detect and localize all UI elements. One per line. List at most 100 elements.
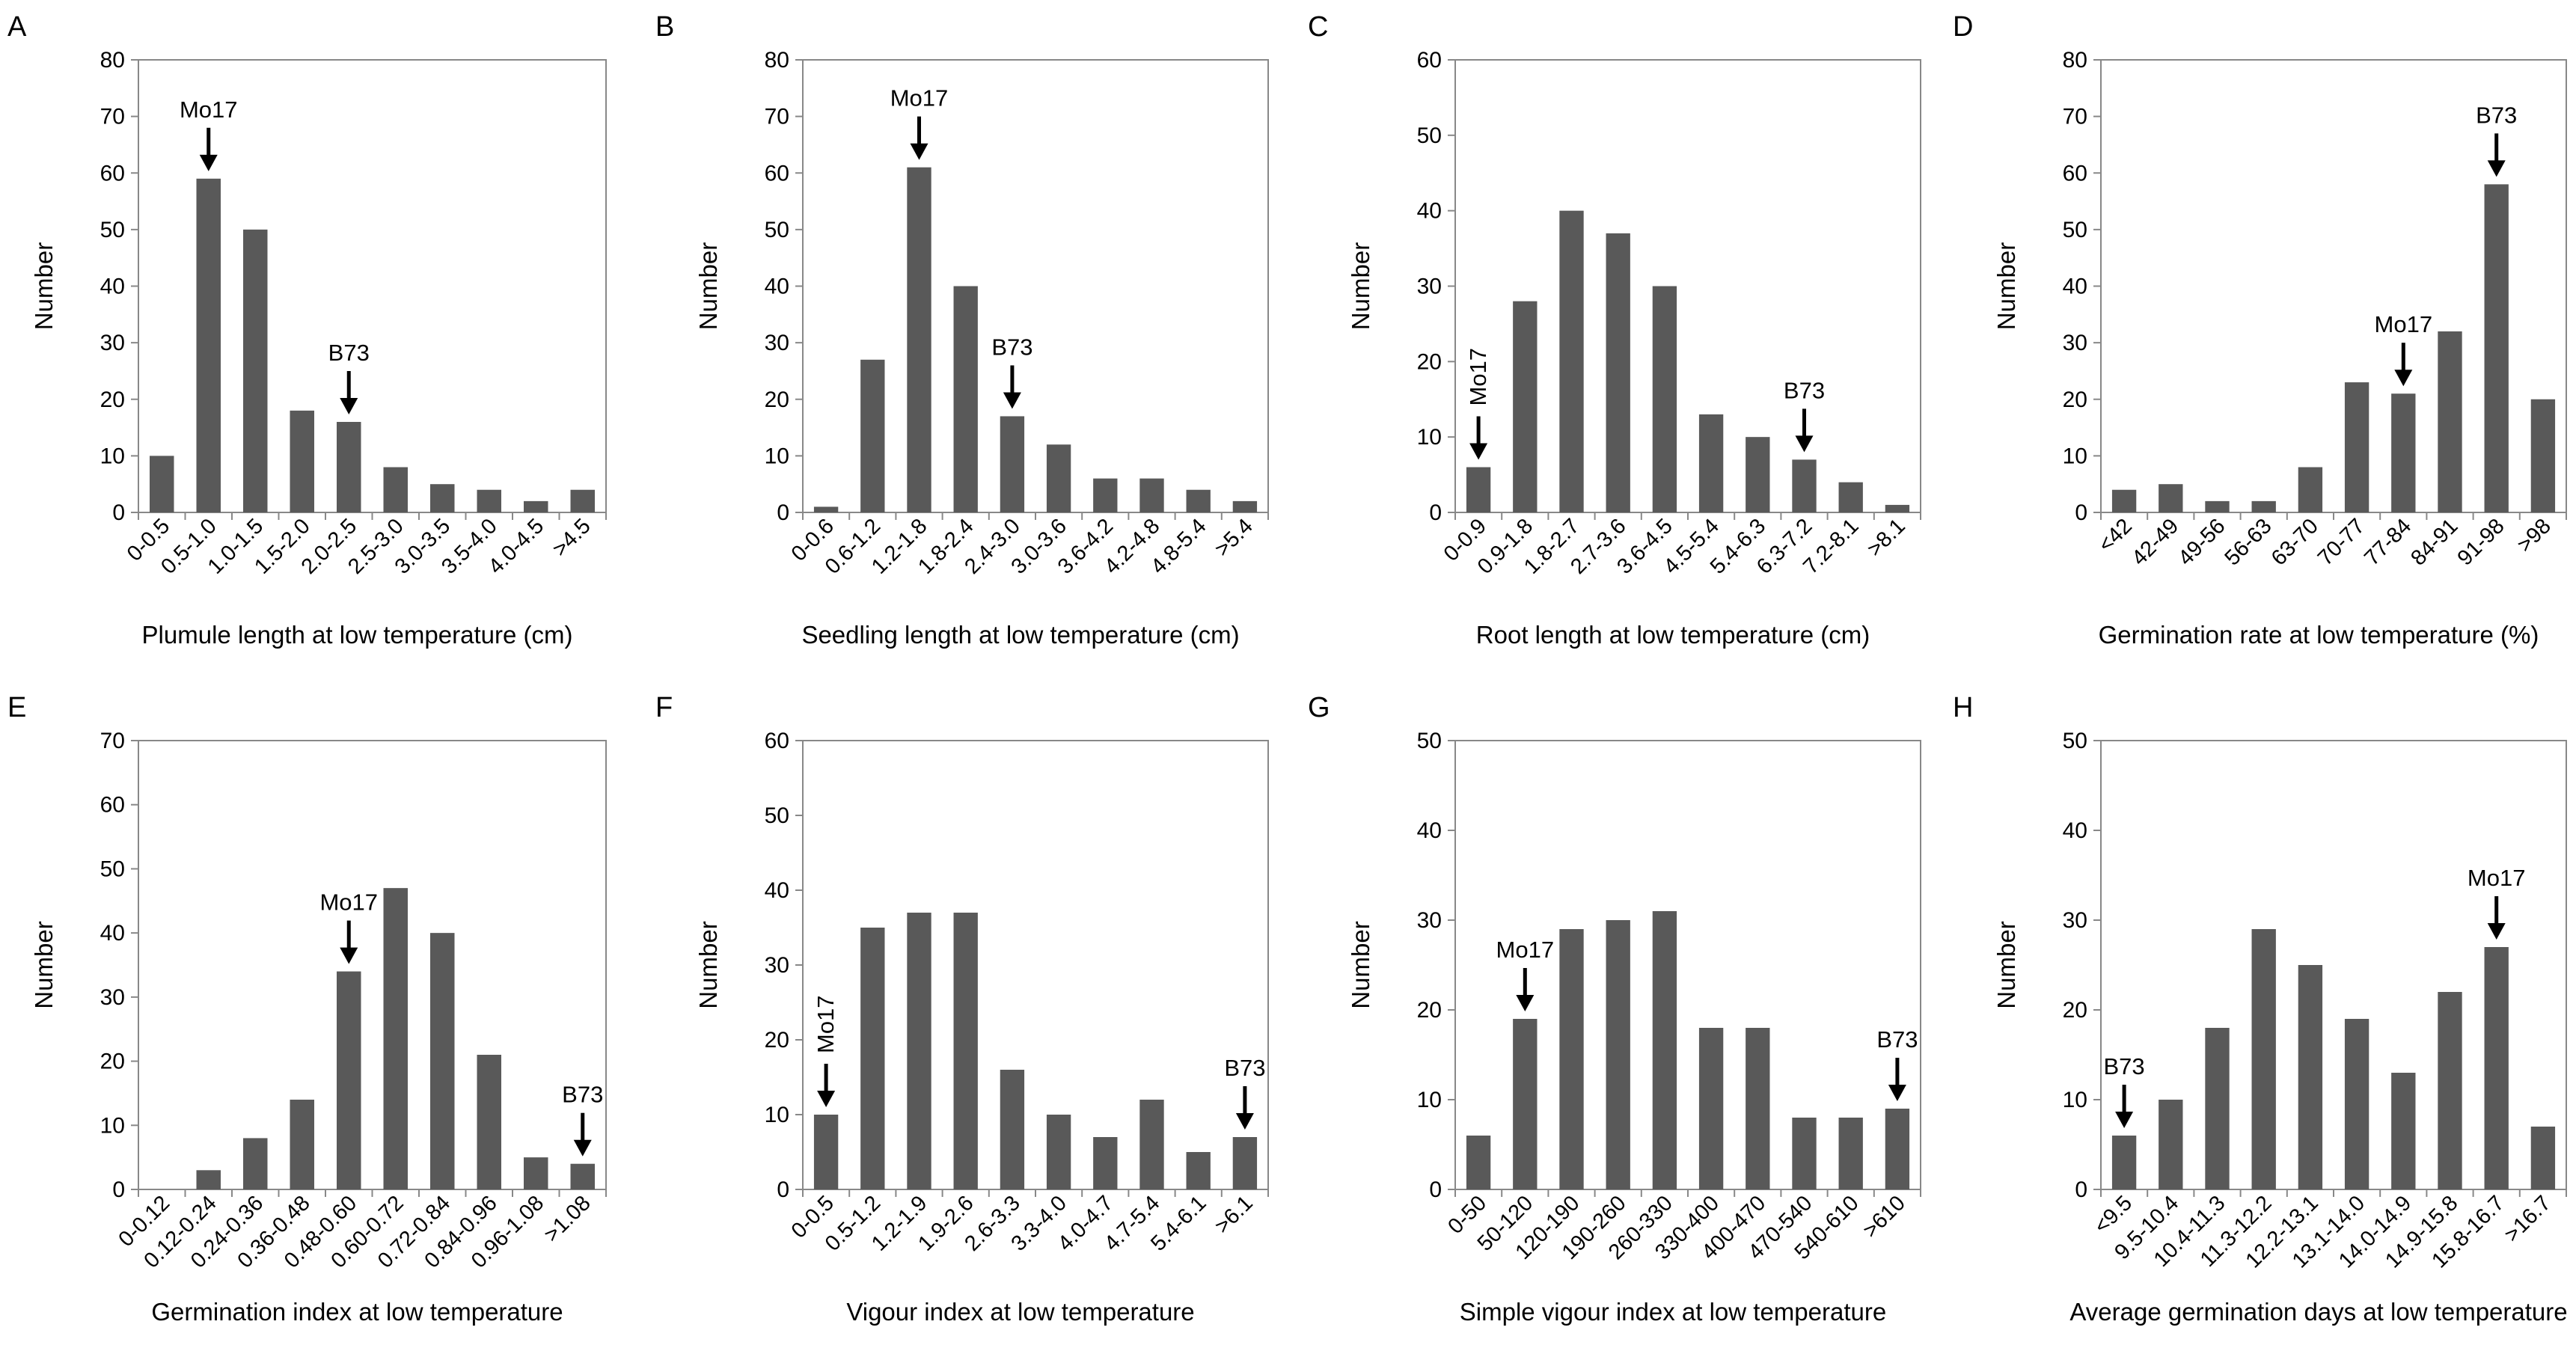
- down-arrow-icon: [340, 947, 358, 964]
- y-tick-label: 50: [2063, 218, 2087, 242]
- bar: [2298, 467, 2323, 512]
- bar: [1046, 444, 1071, 512]
- y-tick-label: 30: [2063, 908, 2087, 933]
- bar: [243, 1138, 268, 1189]
- bar: [150, 456, 174, 512]
- y-tick-label: 50: [765, 218, 789, 242]
- y-tick-label: 60: [100, 793, 125, 818]
- bar: [383, 888, 408, 1189]
- bar: [196, 178, 221, 512]
- y-tick-label: 40: [765, 878, 789, 903]
- x-tick-label: >1.08: [539, 1191, 596, 1247]
- y-tick-label: 70: [100, 105, 125, 129]
- chart-panel-c: C0102030405060Number0-0.90.9-1.81.8-2.72…: [1308, 11, 1921, 649]
- bar: [1046, 1115, 1071, 1189]
- bar: [1885, 1109, 1910, 1189]
- annotation-label: B73: [991, 334, 1032, 360]
- annotation-label: B73: [2476, 102, 2517, 128]
- chart-panel-b: B01020304050607080Number0-0.60.6-1.21.2-…: [655, 11, 1269, 649]
- bar: [196, 1170, 221, 1189]
- bar: [1186, 1152, 1211, 1189]
- y-axis-label: Number: [1992, 242, 2020, 330]
- x-axis-label: Simple vigour index at low temperature: [1460, 1298, 1886, 1326]
- panel-letter: F: [655, 692, 673, 723]
- bar: [2159, 484, 2183, 512]
- bar: [1093, 478, 1118, 512]
- bar: [1746, 437, 1770, 512]
- y-tick-label: 0: [112, 500, 125, 525]
- panel-letter: A: [7, 11, 27, 43]
- bar: [1559, 210, 1584, 512]
- y-axis-label: Number: [694, 921, 722, 1008]
- annotation-label: Mo17: [813, 995, 839, 1053]
- bar: [1186, 489, 1211, 512]
- x-tick-label: >6.1: [1211, 1191, 1258, 1238]
- x-axis-label: Germination index at low temperature: [151, 1298, 563, 1326]
- bar: [337, 971, 361, 1189]
- down-arrow-icon: [2394, 370, 2413, 387]
- y-tick-label: 10: [2063, 444, 2087, 468]
- y-axis-label: Number: [1347, 921, 1374, 1008]
- bar: [1652, 286, 1677, 512]
- bar: [477, 1055, 501, 1189]
- bar: [477, 489, 501, 512]
- x-tick-label: 70-77: [2313, 514, 2370, 570]
- panel-letter: E: [7, 692, 26, 723]
- bar: [570, 489, 595, 512]
- bar: [813, 506, 839, 512]
- bar: [1838, 1118, 1863, 1189]
- y-tick-label: 0: [2075, 500, 2087, 525]
- panel-letter: C: [1308, 11, 1328, 43]
- down-arrow-icon: [817, 1091, 836, 1107]
- y-tick-label: 20: [1417, 349, 1442, 374]
- y-tick-label: 10: [1417, 1088, 1442, 1112]
- y-tick-label: 0: [777, 1177, 789, 1202]
- y-axis-label: Number: [1992, 921, 2020, 1008]
- y-tick-label: 0: [1429, 500, 1442, 525]
- bar: [813, 1115, 839, 1189]
- x-axis-label: Seedling length at low temperature (cm): [801, 621, 1239, 649]
- y-tick-label: 10: [1417, 425, 1442, 450]
- annotation-label: Mo17: [1465, 348, 1491, 406]
- annotation-label: Mo17: [180, 97, 238, 123]
- bar: [383, 467, 408, 512]
- bar: [1232, 500, 1258, 512]
- panel-letter: D: [1953, 11, 1973, 43]
- y-tick-label: 20: [765, 388, 789, 412]
- chart-panel-d: D01020304050607080Number<4242-4949-5656-…: [1953, 11, 2567, 649]
- bar: [2344, 382, 2370, 512]
- annotation-label: Mo17: [1496, 937, 1555, 963]
- y-tick-label: 60: [765, 729, 789, 753]
- bar: [2391, 1073, 2416, 1189]
- bar: [2438, 331, 2462, 512]
- bar: [430, 484, 455, 512]
- y-axis-label: Number: [1347, 242, 1374, 330]
- y-tick-label: 30: [100, 985, 125, 1010]
- bar: [1698, 414, 1724, 512]
- x-tick-label: >4.5: [548, 514, 596, 561]
- bar: [1792, 1118, 1817, 1189]
- y-tick-label: 30: [2063, 331, 2087, 355]
- bar: [430, 933, 455, 1189]
- x-tick-label: >5.4: [1211, 514, 1258, 561]
- annotation-label: Mo17: [2468, 865, 2526, 891]
- y-tick-label: 60: [100, 161, 125, 186]
- bar: [907, 913, 931, 1189]
- y-tick-label: 20: [765, 1028, 789, 1053]
- panel-letter: G: [1308, 692, 1330, 723]
- bar: [1093, 1137, 1118, 1189]
- down-arrow-icon: [2487, 923, 2506, 940]
- down-arrow-icon: [573, 1139, 592, 1157]
- bar: [243, 229, 268, 512]
- y-tick-label: 20: [1417, 998, 1442, 1023]
- panel-letter: H: [1953, 692, 1973, 723]
- bar: [524, 500, 548, 512]
- y-tick-label: 30: [765, 331, 789, 355]
- bar: [2484, 947, 2509, 1189]
- y-tick-label: 0: [112, 1177, 125, 1202]
- bar: [1000, 1070, 1025, 1189]
- bar: [2298, 965, 2323, 1189]
- y-tick-label: 10: [765, 444, 789, 468]
- x-tick-label: 84-91: [2406, 514, 2462, 570]
